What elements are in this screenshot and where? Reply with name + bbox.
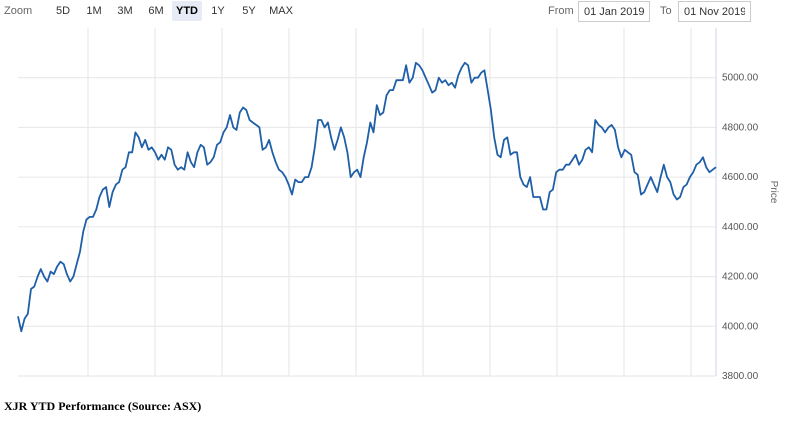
y-tick-label: 4000.00: [722, 321, 759, 332]
zoom-5d-button[interactable]: 5D: [55, 5, 71, 17]
to-date-input[interactable]: [678, 1, 751, 22]
y-tick-label: 4800.00: [722, 122, 759, 133]
y-tick-label: 4400.00: [722, 222, 759, 233]
from-date-input[interactable]: [578, 1, 650, 22]
y-tick-label: 4600.00: [722, 172, 759, 183]
y-tick-label: 4200.00: [722, 272, 759, 283]
y-tick-label: 3800.00: [722, 371, 759, 382]
zoom-ytd-button[interactable]: YTD: [172, 1, 202, 21]
zoom-label: Zoom: [4, 5, 33, 17]
y-axis-title: Price: [768, 181, 779, 204]
to-label: To: [660, 5, 672, 17]
chart-toolbar: Zoom 5D 1M 3M 6M YTD 1Y 5Y MAX From To: [0, 0, 794, 24]
zoom-1m-button[interactable]: 1M: [86, 5, 102, 17]
zoom-1y-button[interactable]: 1Y: [211, 5, 225, 17]
price-line-chart: 3800.00 4000.00 4200.00 4400.00 4600.00 4800.…: [17, 28, 779, 382]
price-series-line: [17, 61, 717, 333]
from-label: From: [548, 5, 574, 17]
chart-caption: XJR YTD Performance (Source: ASX): [4, 399, 202, 413]
zoom-3m-button[interactable]: 3M: [117, 5, 133, 17]
y-axis-ticks: 3800.00 4000.00 4200.00 4400.00 4600.00 4800.…: [722, 73, 759, 382]
gridlines: [18, 28, 716, 377]
y-tick-label: 5000.00: [722, 73, 759, 84]
zoom-5y-button[interactable]: 5Y: [242, 5, 256, 17]
zoom-max-button[interactable]: MAX: [269, 5, 293, 17]
zoom-6m-button[interactable]: 6M: [148, 5, 164, 17]
